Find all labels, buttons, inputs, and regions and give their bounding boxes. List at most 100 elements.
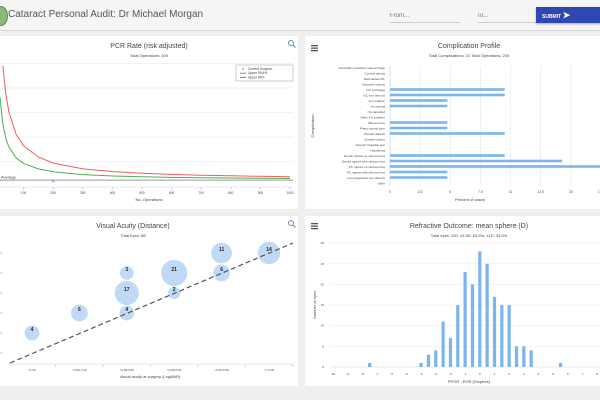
refractive-bar <box>434 350 438 367</box>
category-label: IOL into vitreous <box>363 93 385 97</box>
x-tick-label: 1 <box>494 372 496 376</box>
category-label: Zonular rupture <box>364 137 385 141</box>
zoom-icon[interactable] <box>288 220 294 226</box>
x-tick-label: -2 <box>449 372 452 376</box>
x-tick-label: >0.60-0.90 <box>120 368 135 372</box>
from-date-input[interactable] <box>390 9 460 23</box>
menu-icon[interactable] <box>311 225 318 227</box>
x-tick-label: 0 <box>479 372 481 376</box>
refractive-bar <box>470 284 475 367</box>
x-tick-label: 200 <box>51 191 57 195</box>
complication-bar <box>390 132 505 135</box>
series-line-2 <box>0 96 291 179</box>
bubble-label: 21 <box>171 267 177 273</box>
category-label: Op cancelled <box>367 110 385 114</box>
bubble-label: 6 <box>220 267 223 273</box>
category-label: Zonule rupture with vitreous loss <box>342 159 386 163</box>
menu-icon[interactable] <box>311 47 318 49</box>
complication-bar <box>390 99 448 102</box>
refractive-bar <box>456 305 460 367</box>
refractive-bar <box>463 272 467 367</box>
submit-label: SUBMIT <box>542 13 562 20</box>
current-surgeon-point <box>51 179 55 183</box>
refr-title: Refractive Outcome: mean sphere (D) <box>410 223 528 230</box>
x-tick-label: -8 <box>361 372 364 376</box>
x-tick-label: 2 <box>508 372 510 376</box>
category-label: Iris prolapse <box>369 99 386 103</box>
bubble <box>119 266 134 280</box>
x-axis-label: Percent of cases <box>455 197 485 202</box>
category-label: Corneal odema <box>364 71 385 75</box>
x-tick-label: 7.5 <box>478 190 483 194</box>
menu-icon[interactable] <box>311 223 318 225</box>
refractive-bar <box>419 362 423 367</box>
complication-bar <box>390 121 448 124</box>
trend-line <box>9 242 294 364</box>
category-label: Choroidal / expulsive haemorrhage <box>338 66 385 70</box>
x-tick-label: 4 <box>538 372 540 376</box>
x-tick-label: 15 <box>569 190 573 194</box>
x-axis-label: Visual acuity at surgery (LogMAR) <box>120 374 181 379</box>
submit-button[interactable]: SUBMIT ➤ <box>536 7 600 23</box>
category-label: Decentered IOL <box>364 77 386 81</box>
complication-bar <box>390 126 448 130</box>
complication-bar <box>390 159 563 163</box>
legend-label: Current Surgeon <box>248 67 273 71</box>
y-tick-label: 0 <box>322 365 324 369</box>
category-label: Zonule rupture no vitreous loss <box>344 154 386 158</box>
x-tick-label: 500 <box>139 191 145 195</box>
x-tick-label: 300 <box>80 191 86 195</box>
zoom-icon[interactable] <box>288 40 294 46</box>
to-date-input[interactable] <box>477 9 547 23</box>
zoom-icon-handle <box>292 224 296 228</box>
menu-icon[interactable] <box>311 50 318 52</box>
refr-subtitle: Total eyes: 200, ±0.5D: 63.5%, ±1D: 43.5… <box>431 233 508 238</box>
category-label: Vitreous loss <box>368 121 386 125</box>
refractive-bar <box>514 346 519 367</box>
x-tick-label: -6 <box>390 372 393 376</box>
legend-marker <box>242 68 244 70</box>
category-label: Other IOL problem <box>360 115 385 119</box>
x-tick-label: 12.5 <box>538 190 544 194</box>
refractive-bar <box>522 346 526 367</box>
x-tick-label: 900 <box>258 191 264 195</box>
bubble <box>114 280 139 306</box>
category-label: Other <box>377 181 385 185</box>
x-tick-label: 5 <box>552 372 554 376</box>
app-header: Cataract Personal Audit: Dr Michael Morg… <box>0 0 600 31</box>
x-tick-label: -9 <box>346 372 349 376</box>
menu-icon[interactable] <box>311 228 318 230</box>
refractive-bar <box>426 354 431 367</box>
category-label: Anterior Capsular tear <box>356 143 385 147</box>
refractive-bar <box>368 362 372 367</box>
x-tick-label: 700 <box>199 191 205 195</box>
refractive-bar <box>507 305 511 367</box>
menu-icon[interactable] <box>311 45 318 47</box>
x-axis-label: PPOR - POR (Dioptres) <box>448 379 491 384</box>
category-label: Phaco wound burn <box>360 126 385 130</box>
legend <box>235 64 294 82</box>
refractive-bar <box>478 251 482 367</box>
x-tick-label: 0 <box>389 190 391 194</box>
x-tick-label: 100 <box>21 191 27 195</box>
x-tick-label: >0.30-0.60 <box>167 368 182 372</box>
send-icon: ➤ <box>562 9 571 20</box>
y-tick-label: 20 <box>321 282 325 286</box>
y-axis-label: Number of eyes <box>312 291 317 319</box>
x-tick-label: 1000 <box>286 191 293 195</box>
x-tick-label: -5 <box>405 372 408 376</box>
bubble <box>119 305 135 321</box>
bubble <box>161 259 188 287</box>
x-tick-label: 5 <box>449 190 451 194</box>
bubble-label: 3 <box>125 267 128 273</box>
bubble <box>24 325 40 341</box>
x-tick-label: >1.20 <box>28 368 36 372</box>
refractive-panel <box>305 216 600 386</box>
refractive-bar <box>441 321 445 367</box>
category-label: PC rupture no vitreous loss <box>349 165 386 169</box>
complication-bar <box>390 170 448 174</box>
x-tick-label: 10 <box>509 190 513 194</box>
complication-bar <box>390 104 448 108</box>
bubble <box>71 304 88 322</box>
